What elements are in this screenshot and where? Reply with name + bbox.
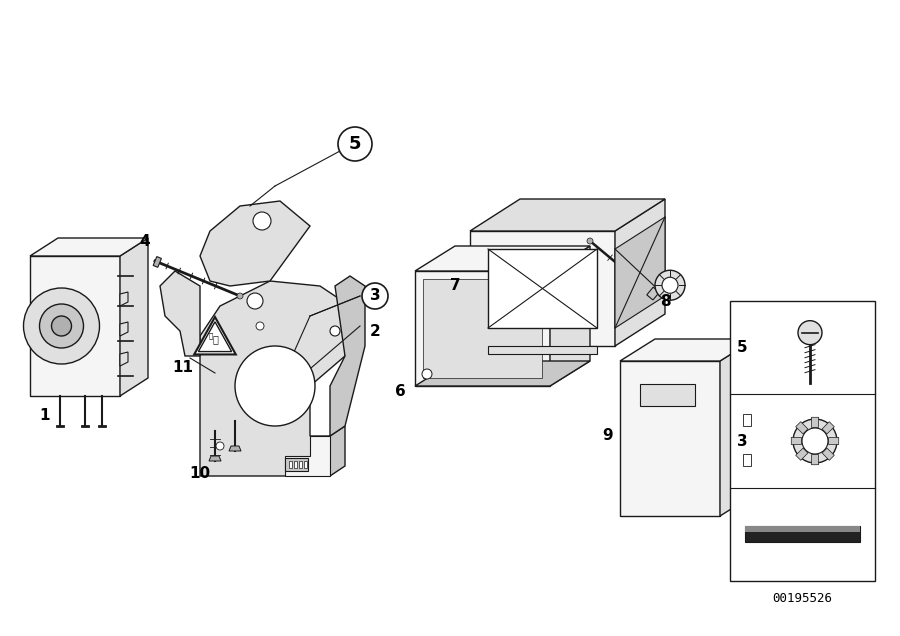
Circle shape bbox=[793, 419, 837, 463]
Polygon shape bbox=[330, 426, 345, 476]
Polygon shape bbox=[200, 201, 310, 286]
Polygon shape bbox=[330, 276, 365, 436]
Polygon shape bbox=[229, 446, 241, 451]
Polygon shape bbox=[194, 317, 236, 354]
Text: 3: 3 bbox=[737, 434, 747, 448]
Text: 00195526: 00195526 bbox=[772, 593, 832, 605]
Bar bbox=[488, 249, 597, 328]
Polygon shape bbox=[470, 231, 615, 346]
Text: ⛽: ⛽ bbox=[212, 334, 218, 344]
Text: 4: 4 bbox=[140, 233, 150, 249]
Circle shape bbox=[330, 326, 340, 336]
Polygon shape bbox=[812, 417, 819, 427]
Polygon shape bbox=[745, 527, 860, 543]
Circle shape bbox=[587, 238, 593, 244]
Polygon shape bbox=[647, 287, 660, 300]
Text: 5: 5 bbox=[349, 135, 361, 153]
Text: 9: 9 bbox=[603, 429, 613, 443]
Text: 5: 5 bbox=[737, 340, 747, 355]
Polygon shape bbox=[615, 217, 665, 328]
Text: 2: 2 bbox=[370, 324, 381, 338]
Polygon shape bbox=[796, 422, 808, 434]
Circle shape bbox=[655, 270, 685, 300]
Polygon shape bbox=[791, 438, 801, 445]
Circle shape bbox=[235, 346, 315, 426]
Circle shape bbox=[51, 316, 71, 336]
Bar bbox=[640, 384, 695, 406]
Polygon shape bbox=[30, 256, 120, 396]
Polygon shape bbox=[120, 352, 128, 366]
Bar bbox=[742, 414, 751, 426]
Circle shape bbox=[802, 428, 828, 454]
Polygon shape bbox=[285, 436, 330, 476]
Polygon shape bbox=[120, 238, 148, 396]
Polygon shape bbox=[796, 448, 808, 460]
Polygon shape bbox=[160, 271, 200, 356]
Polygon shape bbox=[415, 246, 590, 271]
Circle shape bbox=[237, 293, 243, 299]
Circle shape bbox=[253, 212, 271, 230]
Polygon shape bbox=[488, 346, 597, 354]
Polygon shape bbox=[415, 271, 550, 386]
Polygon shape bbox=[620, 361, 720, 516]
Polygon shape bbox=[620, 339, 755, 361]
Circle shape bbox=[216, 442, 224, 450]
Bar bbox=[299, 461, 302, 468]
Bar bbox=[730, 301, 875, 581]
Bar bbox=[304, 461, 307, 468]
Circle shape bbox=[798, 321, 822, 345]
Polygon shape bbox=[30, 238, 148, 256]
Circle shape bbox=[40, 304, 84, 348]
Polygon shape bbox=[153, 256, 161, 267]
Text: 6: 6 bbox=[394, 384, 405, 399]
Circle shape bbox=[662, 277, 678, 293]
Circle shape bbox=[23, 288, 100, 364]
Text: 🚗: 🚗 bbox=[209, 333, 213, 339]
Bar bbox=[289, 461, 292, 468]
Polygon shape bbox=[120, 322, 128, 336]
Polygon shape bbox=[415, 361, 590, 386]
Circle shape bbox=[247, 293, 263, 309]
Bar bbox=[423, 279, 542, 378]
Text: 10: 10 bbox=[189, 466, 211, 481]
Polygon shape bbox=[285, 458, 308, 471]
Polygon shape bbox=[120, 292, 128, 306]
Text: 8: 8 bbox=[660, 293, 670, 308]
Polygon shape bbox=[550, 246, 590, 386]
Text: 11: 11 bbox=[173, 361, 194, 375]
Polygon shape bbox=[720, 339, 755, 516]
Polygon shape bbox=[829, 438, 839, 445]
Polygon shape bbox=[200, 281, 350, 476]
Polygon shape bbox=[209, 456, 221, 461]
Polygon shape bbox=[615, 199, 665, 346]
Circle shape bbox=[422, 369, 432, 379]
Polygon shape bbox=[470, 199, 665, 231]
Text: 7: 7 bbox=[450, 279, 460, 293]
Circle shape bbox=[338, 127, 372, 161]
Polygon shape bbox=[822, 422, 834, 434]
Circle shape bbox=[256, 322, 264, 330]
Text: 1: 1 bbox=[40, 408, 50, 424]
Polygon shape bbox=[745, 527, 860, 532]
Polygon shape bbox=[812, 455, 819, 465]
Bar bbox=[294, 461, 297, 468]
Text: 3: 3 bbox=[370, 289, 381, 303]
Circle shape bbox=[362, 283, 388, 309]
Polygon shape bbox=[822, 448, 834, 460]
Bar bbox=[742, 454, 751, 466]
